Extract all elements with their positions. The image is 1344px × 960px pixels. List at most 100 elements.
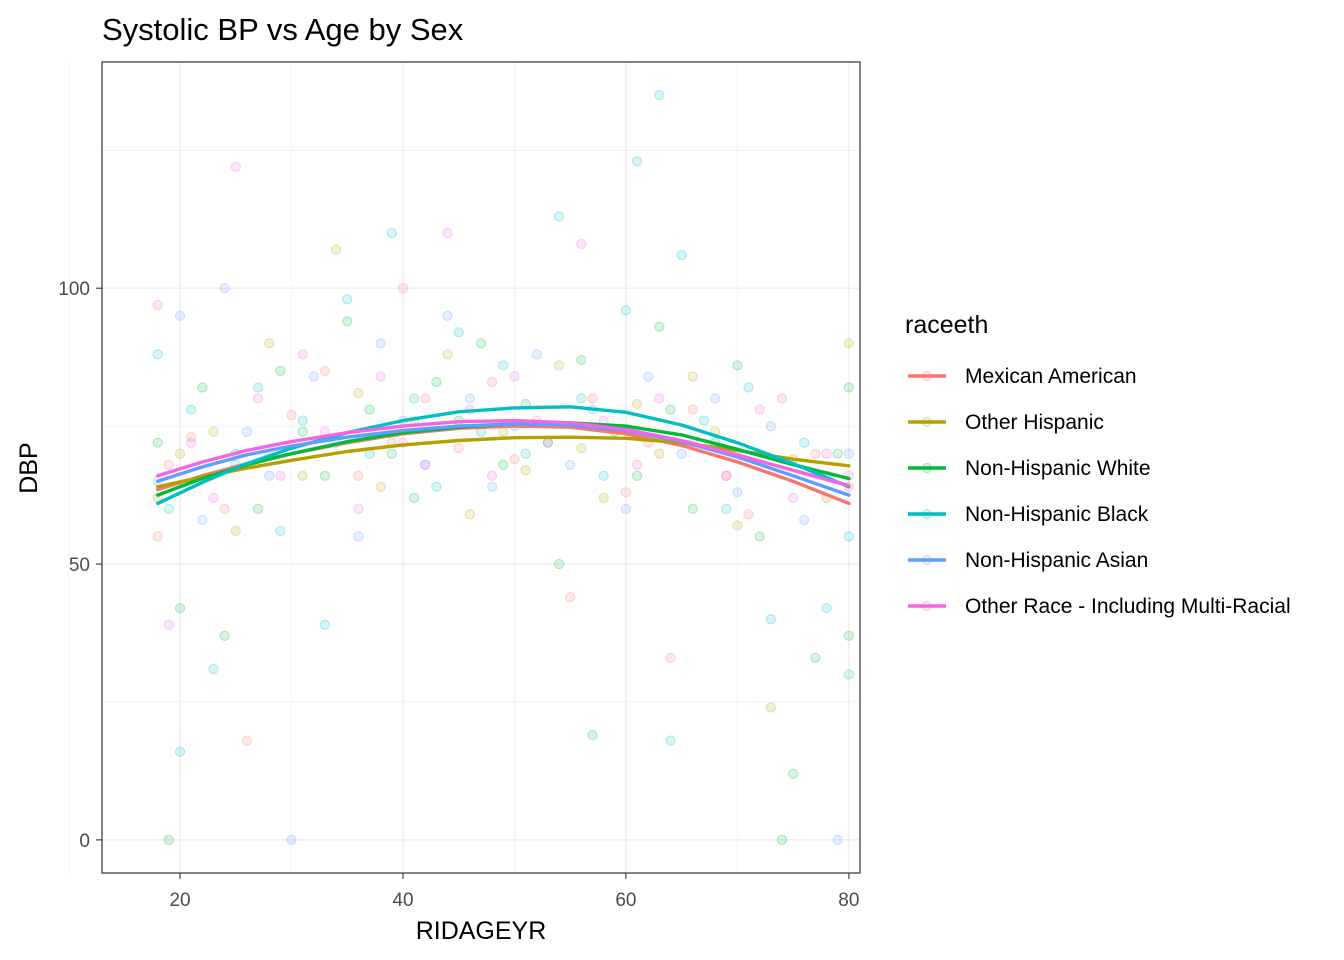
- data-point: [297, 426, 308, 437]
- data-point: [765, 421, 776, 432]
- data-point: [576, 393, 587, 404]
- data-point: [676, 249, 687, 261]
- data-point: [620, 503, 632, 514]
- data-point: [241, 735, 253, 746]
- smooth-line: [156, 405, 851, 506]
- legend-key-point: [921, 370, 933, 382]
- data-point: [163, 834, 174, 845]
- y-tick-label: 100: [58, 279, 90, 300]
- data-point: [375, 371, 386, 382]
- data-point: [152, 299, 163, 310]
- data-point: [386, 448, 397, 459]
- data-point: [353, 470, 364, 481]
- data-point: [163, 503, 174, 514]
- data-point: [687, 503, 698, 514]
- data-point: [319, 365, 331, 377]
- data-point: [520, 448, 531, 459]
- data-point: [576, 238, 587, 250]
- data-point: [799, 437, 810, 448]
- data-point: [576, 354, 587, 366]
- data-point: [431, 376, 442, 388]
- legend-label: Non-Hispanic Black: [965, 503, 1149, 526]
- data-point: [453, 327, 464, 338]
- data-point: [721, 503, 732, 514]
- data-point: [197, 382, 208, 393]
- data-point: [330, 244, 342, 255]
- smooth-line: [156, 418, 851, 488]
- legend-key-point: [921, 508, 933, 520]
- data-point: [487, 470, 498, 481]
- legend-label: Mexican American: [965, 365, 1137, 388]
- data-point: [643, 371, 654, 382]
- data-point: [353, 503, 364, 514]
- data-point: [174, 746, 186, 757]
- data-point: [732, 487, 743, 498]
- data-point: [409, 492, 420, 503]
- data-point: [843, 448, 854, 459]
- data-point: [542, 437, 553, 448]
- data-point: [743, 382, 754, 393]
- data-point: [810, 652, 821, 663]
- y-axis-title: DBP: [15, 442, 43, 493]
- data-point: [553, 211, 565, 222]
- data-point: [264, 338, 275, 349]
- data-point: [631, 459, 643, 470]
- legend-label: Non-Hispanic White: [965, 457, 1151, 480]
- smooth-lines: [156, 405, 851, 506]
- data-point: [698, 415, 710, 426]
- data-point: [397, 283, 409, 294]
- data-point: [620, 487, 632, 498]
- data-point: [464, 393, 475, 404]
- data-point: [732, 360, 743, 371]
- data-point: [219, 503, 230, 514]
- legend-key-point: [921, 554, 933, 566]
- data-point: [174, 448, 186, 459]
- legend: raceeth Mexican American Other Hispanic No…: [905, 311, 1291, 618]
- data-point: [776, 393, 788, 404]
- data-point: [576, 443, 587, 454]
- data-point: [565, 459, 576, 470]
- data-point: [208, 492, 219, 503]
- x-axis-ticks: 20 40 60 80: [169, 873, 859, 911]
- data-point: [420, 393, 431, 404]
- data-point: [186, 432, 197, 443]
- data-point: [754, 404, 765, 415]
- data-point: [319, 470, 331, 481]
- data-point: [420, 459, 431, 470]
- data-point: [152, 437, 163, 448]
- data-point: [821, 448, 832, 459]
- data-points: [152, 90, 854, 845]
- data-point: [687, 371, 698, 382]
- legend-key-point: [921, 600, 933, 612]
- data-point: [676, 448, 687, 459]
- data-point: [208, 426, 219, 437]
- data-point: [843, 382, 854, 393]
- data-point: [799, 514, 810, 526]
- data-point: [843, 630, 854, 641]
- data-point: [654, 90, 665, 101]
- data-point: [765, 614, 776, 625]
- data-point: [821, 603, 832, 614]
- data-point: [297, 470, 308, 481]
- data-point: [553, 360, 565, 371]
- data-point: [252, 382, 264, 393]
- data-point: [509, 371, 520, 382]
- data-point: [275, 365, 286, 377]
- x-axis-title: RIDAGEYR: [416, 917, 547, 945]
- data-point: [498, 426, 509, 437]
- data-point: [319, 619, 331, 630]
- data-point: [665, 404, 676, 415]
- data-point: [442, 227, 453, 239]
- data-point: [843, 338, 854, 349]
- data-point: [687, 404, 698, 415]
- data-point: [721, 470, 732, 481]
- data-point: [754, 531, 765, 542]
- data-point: [565, 592, 576, 603]
- data-point: [163, 619, 174, 630]
- data-point: [364, 404, 375, 415]
- legend-label: Other Race - Including Multi-Racial: [965, 595, 1291, 618]
- smooth-line: [156, 422, 851, 497]
- data-point: [252, 503, 264, 514]
- chart-title: Systolic BP vs Age by Sex: [102, 12, 464, 47]
